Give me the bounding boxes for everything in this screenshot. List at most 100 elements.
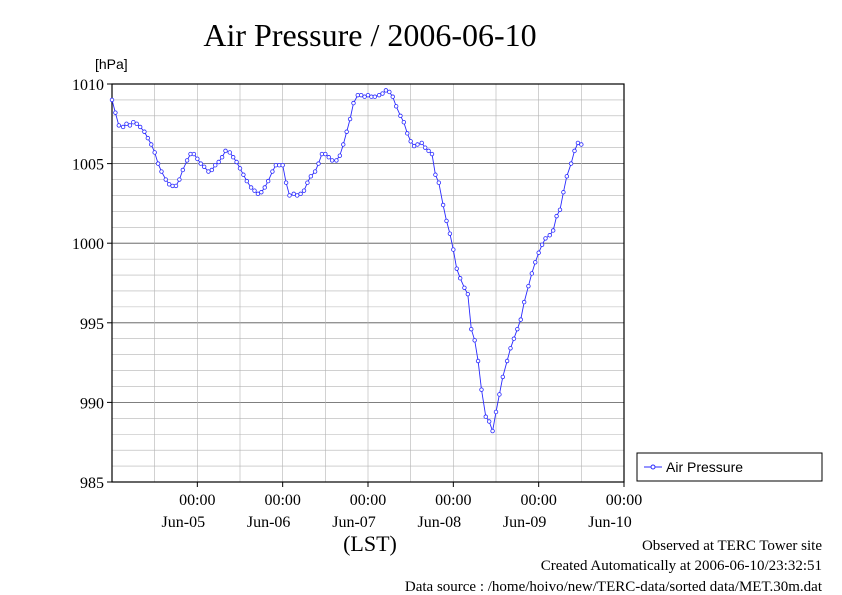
- data-point: [209, 167, 215, 173]
- data-point: [280, 162, 285, 168]
- data-point: [262, 185, 267, 190]
- data-point: [422, 145, 428, 150]
- data-point: [486, 419, 492, 424]
- data-point: [241, 172, 246, 177]
- chart-title: Air Pressure / 2006-06-10: [203, 17, 536, 53]
- x-tick-date-label: Jun-05: [162, 514, 206, 531]
- data-point: [145, 135, 151, 141]
- data-point: [316, 161, 321, 166]
- data-point: [444, 218, 449, 224]
- data-point: [341, 142, 346, 147]
- y-tick-label: 1000: [72, 236, 104, 253]
- legend-marker-swatch: [650, 464, 656, 470]
- y-axis-unit-label: [hPa]: [95, 56, 128, 72]
- y-tick-label: 1005: [72, 157, 104, 174]
- data-point: [337, 153, 343, 158]
- data-point: [230, 155, 236, 160]
- data-point: [120, 124, 126, 130]
- data-point: [390, 94, 395, 99]
- data-point: [398, 113, 403, 119]
- y-axis-ticks: 985 990 995 1000 1005 1010: [72, 77, 112, 492]
- data-point: [248, 185, 254, 190]
- data-point: [547, 233, 552, 238]
- y-tick-label: 995: [80, 316, 104, 333]
- series-air-pressure: [109, 88, 584, 434]
- x-tick-time-label: 00:00: [350, 492, 386, 509]
- data-point: [113, 110, 118, 115]
- data-point: [109, 97, 115, 103]
- data-point: [198, 161, 203, 166]
- data-point: [508, 346, 513, 351]
- data-point: [270, 169, 275, 174]
- y-tick-label: 990: [80, 395, 104, 412]
- data-point: [493, 409, 499, 415]
- y-tick-label: 1010: [72, 77, 104, 94]
- data-point: [177, 177, 182, 182]
- data-point: [436, 180, 442, 185]
- legend-box: [636, 452, 823, 482]
- data-point: [365, 92, 371, 98]
- data-point: [283, 180, 289, 185]
- x-tick-time-label: 00:00: [179, 492, 215, 509]
- data-point: [500, 374, 506, 380]
- data-point: [383, 88, 389, 93]
- data-point: [426, 148, 431, 154]
- data-point: [497, 392, 502, 397]
- x-tick-time-label: 00:00: [606, 492, 642, 509]
- data-point: [294, 193, 300, 198]
- data-point: [155, 161, 161, 166]
- x-tick-date-label: Jun-06: [247, 514, 291, 531]
- data-point: [137, 124, 143, 130]
- data-point: [515, 326, 520, 332]
- data-point: [216, 159, 221, 165]
- data-point: [440, 202, 446, 208]
- x-tick-date-label: Jun-08: [418, 514, 462, 531]
- data-point: [554, 213, 559, 219]
- data-point: [543, 236, 548, 241]
- data-point: [152, 150, 157, 155]
- data-point: [575, 140, 581, 146]
- data-point: [131, 120, 136, 125]
- data-point: [227, 150, 232, 155]
- data-point: [351, 100, 356, 106]
- data-point: [511, 336, 517, 341]
- data-point: [465, 291, 471, 297]
- data-point: [219, 155, 225, 160]
- data-point: [393, 104, 399, 109]
- data-point: [433, 172, 438, 177]
- data-point: [180, 167, 186, 173]
- data-point: [579, 142, 584, 147]
- data-point: [127, 123, 133, 128]
- data-point: [475, 358, 481, 364]
- footer-source: Data source : /home/hoivo/new/TERC-data/…: [405, 579, 823, 595]
- x-tick-date-label: Jun-07: [332, 514, 376, 531]
- legend-label: Air Pressure: [666, 459, 743, 475]
- data-point: [376, 92, 382, 98]
- data-point: [401, 120, 407, 125]
- data-point: [387, 89, 392, 95]
- data-point: [326, 155, 331, 160]
- data-point: [568, 161, 574, 166]
- footer-created: Created Automatically at 2006-06-10/23:3…: [541, 558, 822, 574]
- data-point: [142, 129, 147, 134]
- data-point: [244, 178, 250, 184]
- data-point: [149, 142, 154, 147]
- data-point: [457, 276, 463, 281]
- data-point: [472, 338, 477, 343]
- data-point: [462, 285, 467, 290]
- data-point: [451, 247, 456, 252]
- data-point: [259, 190, 264, 195]
- data-point: [419, 140, 424, 146]
- data-point: [415, 142, 420, 147]
- x-axis-title: (LST): [343, 531, 397, 556]
- data-point: [408, 139, 413, 144]
- data-point: [301, 188, 307, 193]
- data-point: [298, 191, 303, 197]
- x-tick-date-label: Jun-09: [503, 514, 547, 531]
- x-axis-ticks: 00:00 Jun-05 00:00 Jun-06 00:00 Jun-07 00:00 Ju…: [162, 482, 642, 531]
- data-point: [312, 169, 318, 174]
- data-point: [518, 317, 523, 322]
- data-point: [479, 387, 484, 392]
- data-point: [237, 166, 243, 171]
- data-point: [184, 158, 190, 163]
